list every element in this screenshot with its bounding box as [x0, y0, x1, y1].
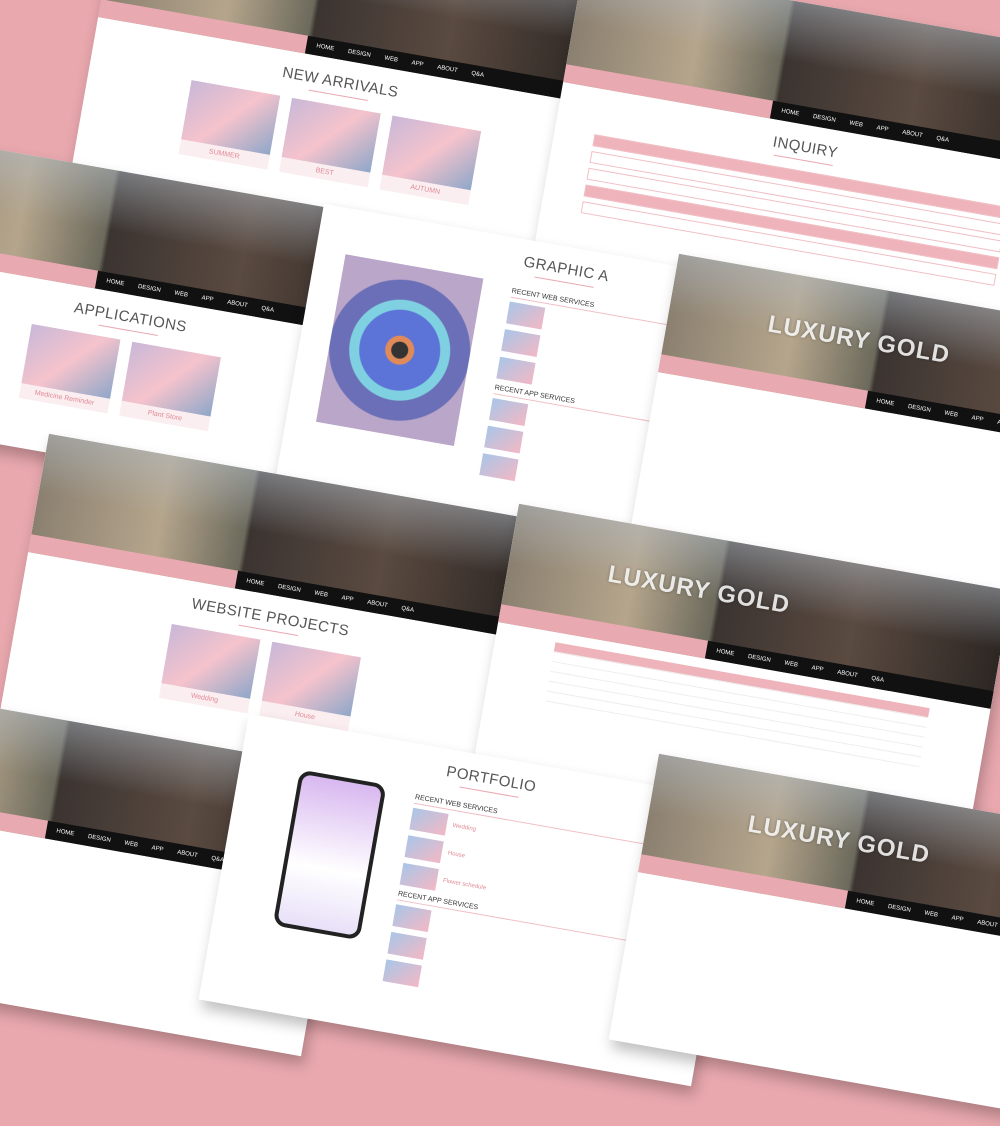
nav-item[interactable]: APP	[951, 915, 964, 924]
thumbnail	[399, 862, 439, 891]
nav-item[interactable]: WEB	[923, 910, 939, 919]
nav-item[interactable]: APP	[341, 595, 354, 604]
nav-item[interactable]: Q&A	[470, 70, 485, 79]
nav-item[interactable]: WEB	[383, 55, 399, 64]
pink-bar	[638, 854, 849, 909]
nav-item[interactable]: HOME	[55, 828, 75, 838]
nav-item[interactable]: APP	[811, 665, 824, 674]
brand-logo: LUXURY GOLD	[745, 810, 933, 870]
nav-item[interactable]: WEB	[173, 290, 189, 299]
nav-item[interactable]: DESIGN	[137, 283, 162, 294]
nav-item[interactable]: WEB	[848, 120, 864, 129]
nav-item[interactable]: DESIGN	[277, 583, 302, 594]
nav-item[interactable]: APP	[411, 60, 424, 69]
thumbnail	[501, 329, 541, 358]
nav-item[interactable]: ABOUT	[226, 299, 249, 310]
brand-logo: LUXURY GOLD	[605, 560, 793, 620]
nav-item[interactable]: DESIGN	[887, 903, 912, 914]
service-name: House	[447, 850, 466, 860]
item-card[interactable]: Plant Store	[119, 341, 221, 432]
pink-bar	[0, 784, 49, 839]
nav-item[interactable]: WEB	[943, 410, 959, 419]
thumbnail	[404, 835, 444, 864]
thumbnail	[387, 931, 427, 960]
thumbnail	[392, 904, 432, 933]
thumbnail	[488, 398, 529, 426]
nav-item[interactable]: HOME	[715, 648, 735, 658]
service-name: Flower schedule	[442, 878, 487, 892]
nav-item[interactable]: DESIGN	[347, 48, 372, 59]
nav-item[interactable]: HOME	[875, 398, 895, 408]
thumbnail	[479, 453, 519, 482]
nav-item[interactable]: WEB	[313, 590, 329, 599]
nav-item[interactable]: HOME	[245, 578, 265, 588]
nav-item[interactable]: APP	[971, 415, 984, 424]
nav-item[interactable]: HOME	[315, 43, 335, 53]
pink-bar	[658, 354, 869, 409]
nav-item[interactable]: DESIGN	[907, 403, 932, 414]
nav-item[interactable]: Q&A	[260, 305, 275, 314]
item-card[interactable]: AUTUMN	[379, 115, 482, 206]
thumbnail	[484, 425, 524, 454]
item-card[interactable]: Wedding	[158, 624, 261, 714]
nav-item[interactable]: APP	[876, 125, 889, 134]
nav-item[interactable]: HOME	[105, 278, 125, 288]
nav-item[interactable]: DESIGN	[747, 653, 772, 664]
nav-item[interactable]: APP	[201, 295, 214, 304]
nav-item[interactable]: ABOUT	[436, 64, 459, 75]
thumbnail	[506, 301, 546, 330]
item-card[interactable]: BEST	[279, 97, 381, 188]
nav-item[interactable]: DESIGN	[812, 113, 837, 124]
service-name: Wedding	[452, 822, 477, 833]
nav-item[interactable]: Q&A	[870, 675, 885, 684]
item-card[interactable]: Medicine Reminder	[18, 324, 121, 414]
nav-item[interactable]: ABOUT	[366, 599, 389, 610]
nav-item[interactable]: ABOUT	[901, 129, 924, 140]
nav-item[interactable]: ABOUT	[176, 849, 199, 860]
nav-item[interactable]: ABOUT	[976, 919, 999, 930]
nav-item[interactable]: HOME	[780, 108, 800, 118]
item-card[interactable]: SUMMER	[178, 80, 281, 170]
phone-image	[272, 769, 387, 941]
nav-item[interactable]: DESIGN	[87, 833, 112, 844]
nav-item[interactable]: Q&A	[400, 605, 415, 614]
nav-item[interactable]: Q&A	[935, 135, 950, 144]
brand-logo: LUXURY GOLD	[765, 310, 953, 370]
thumbnail	[409, 807, 449, 836]
mockup-collage: (() => { const data = JSON.parse(documen…	[0, 0, 1000, 1000]
nav-item[interactable]: WEB	[783, 660, 799, 669]
nav-item[interactable]: WEB	[123, 840, 139, 849]
nav-item[interactable]: ABOUT	[836, 669, 859, 680]
nav-item[interactable]: HOME	[855, 898, 875, 908]
pink-bar	[0, 234, 99, 289]
thumbnail	[496, 356, 536, 385]
thumbnail	[382, 959, 422, 988]
nav-item[interactable]: APP	[151, 845, 164, 854]
artwork	[316, 254, 484, 447]
